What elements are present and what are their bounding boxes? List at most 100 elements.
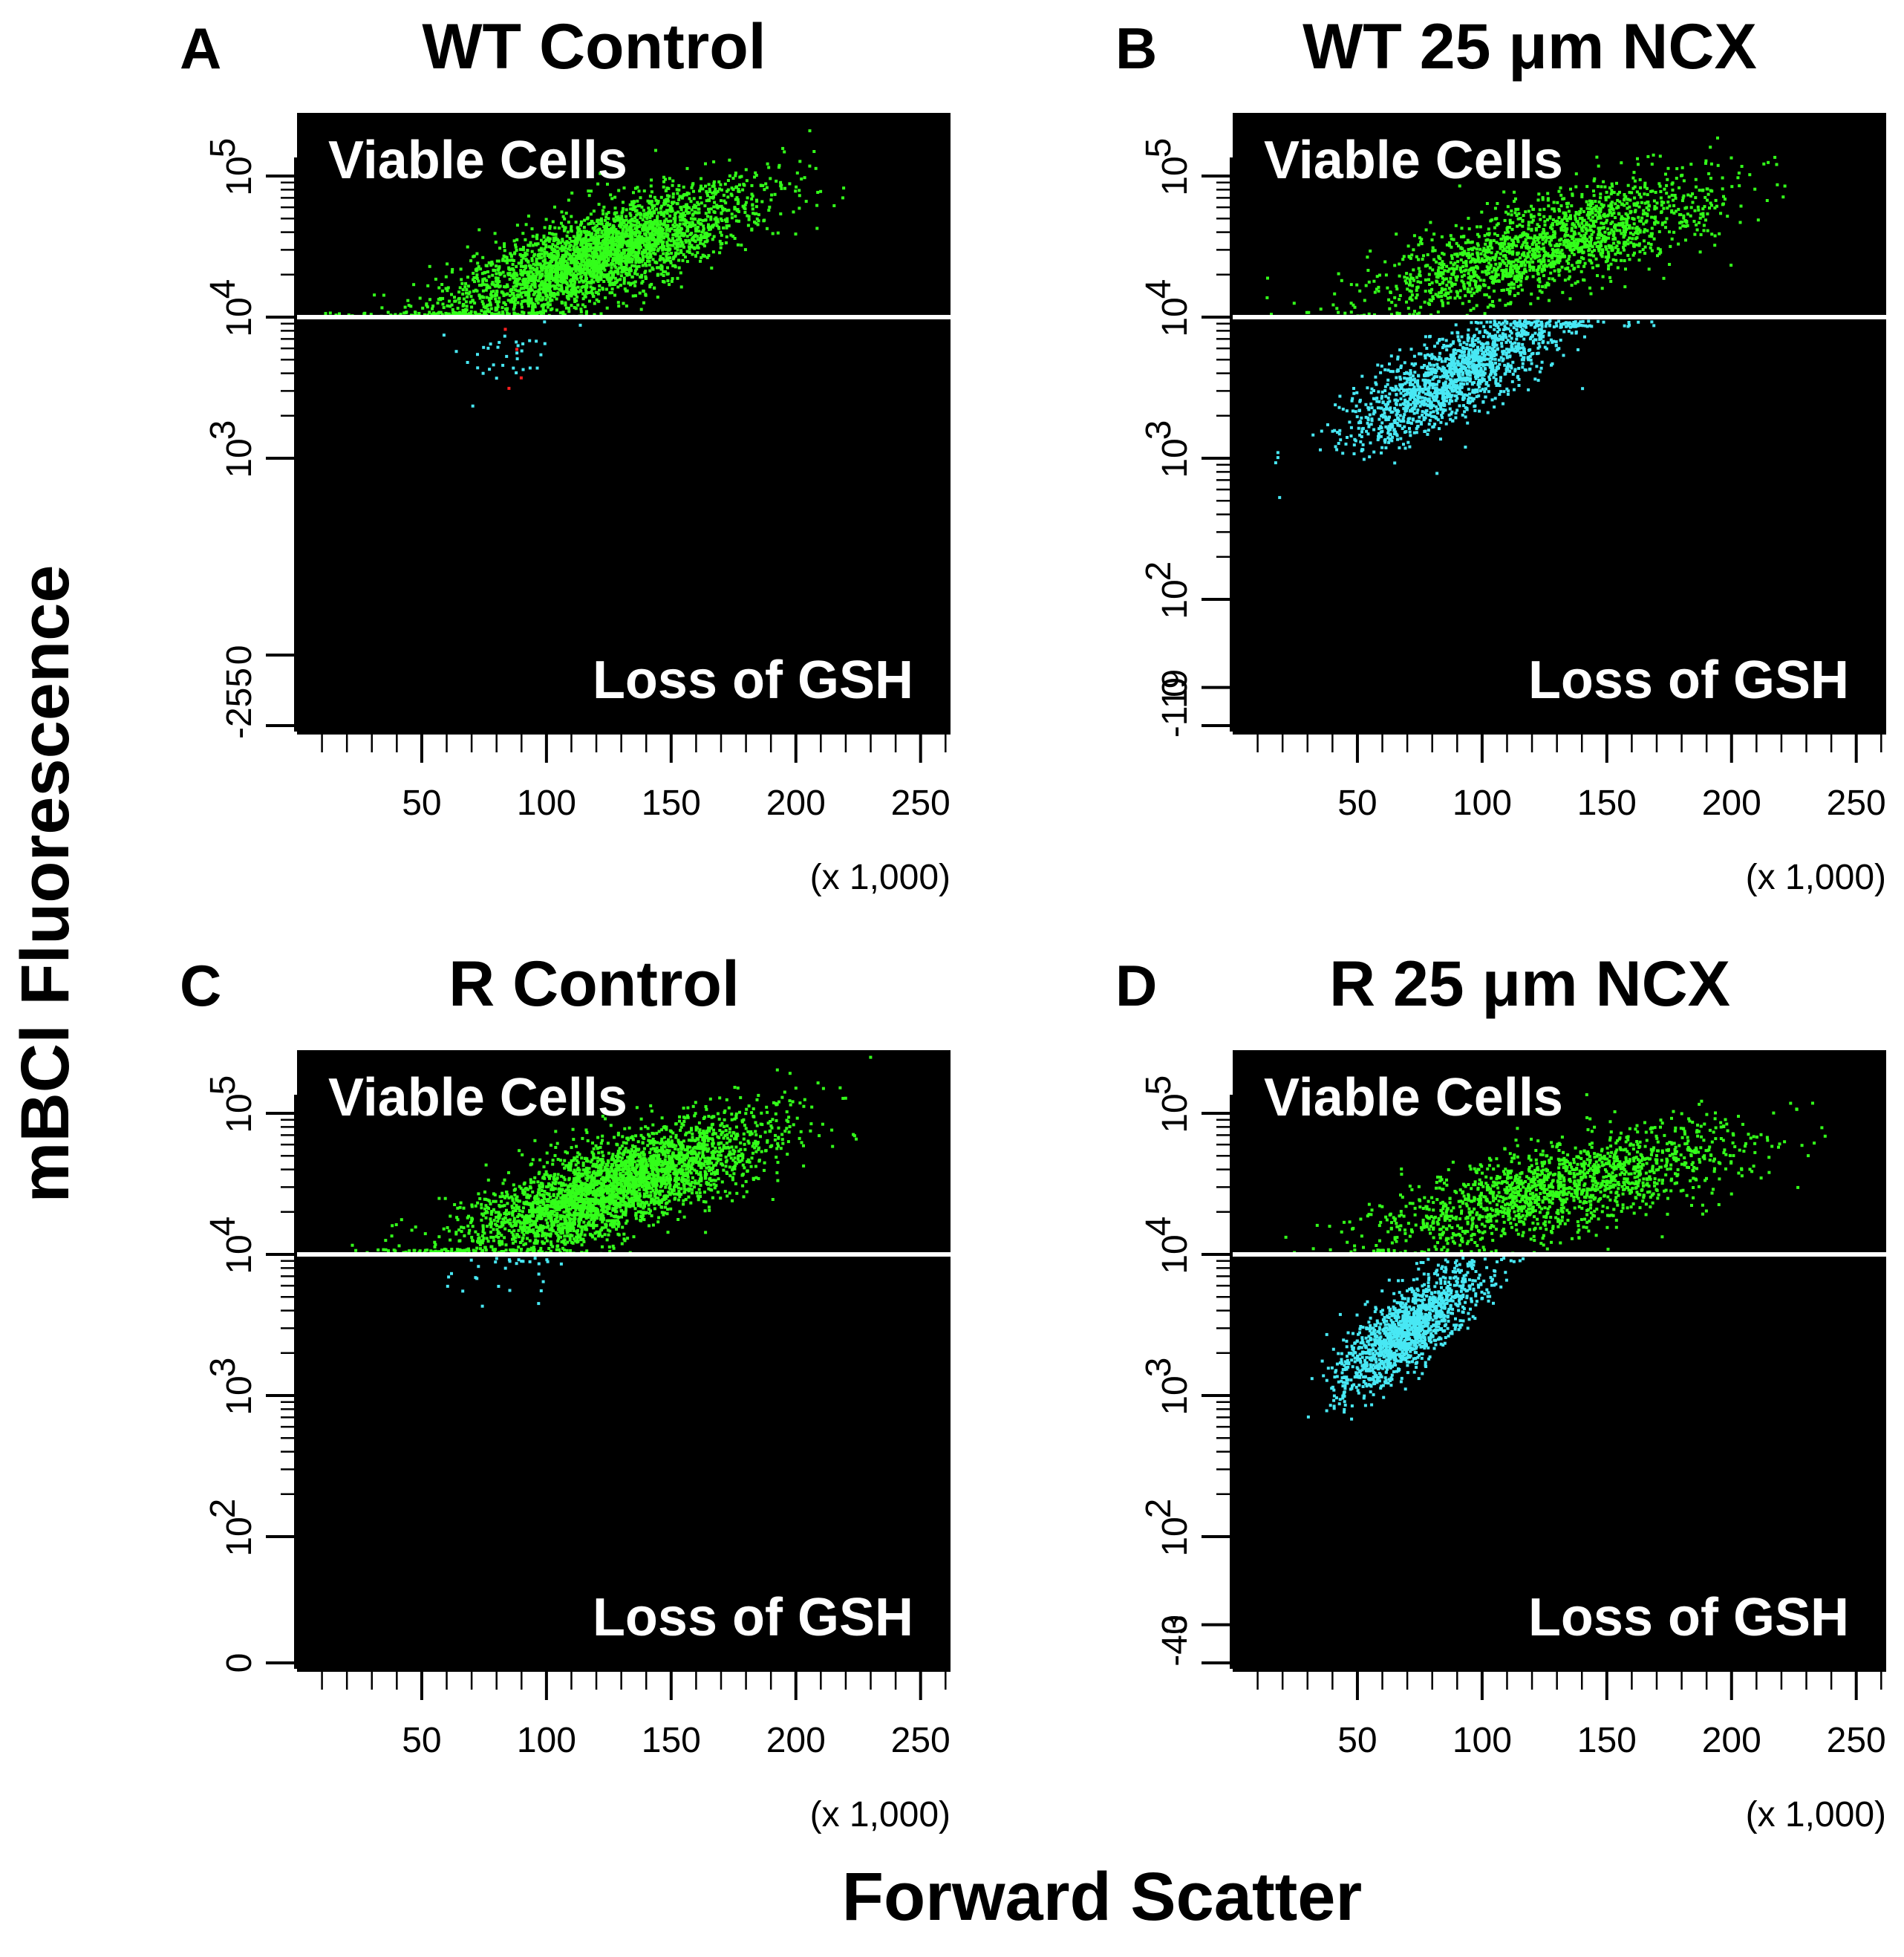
- viable-point-point: [1781, 195, 1784, 198]
- viable-point-point: [1441, 265, 1444, 268]
- viable-point-point: [1698, 189, 1701, 192]
- viable-point-point: [468, 312, 471, 315]
- viable-point-point: [1700, 212, 1703, 215]
- viable-point-point: [711, 197, 714, 200]
- y-tick-label: -255: [220, 668, 259, 739]
- viable-point-point: [1461, 227, 1464, 229]
- viable-point-point: [1656, 254, 1659, 257]
- viable-point-point: [707, 254, 710, 257]
- viable-point-point: [1468, 227, 1471, 230]
- viable-point-point: [1696, 229, 1699, 232]
- y-tick-label: 0: [220, 645, 259, 665]
- viable-point-point: [1601, 248, 1604, 251]
- viable-point-point: [1709, 146, 1712, 149]
- viable-point-point: [1704, 218, 1707, 221]
- viable-point-point: [757, 213, 760, 216]
- viable-point-point: [679, 215, 682, 218]
- viable-point-point: [737, 244, 740, 247]
- viable-point-point: [506, 272, 509, 275]
- viable-point-point: [1668, 230, 1671, 233]
- viable-point-point: [437, 298, 440, 301]
- viable-point-point: [654, 149, 657, 152]
- viable-point-point: [630, 282, 633, 285]
- viable-point-point: [723, 208, 726, 211]
- viable-point-point: [679, 271, 682, 274]
- viable-point-point: [1589, 259, 1592, 262]
- viable-point-point: [585, 310, 588, 313]
- viable-point-point: [559, 311, 562, 314]
- viable-point-point: [1475, 265, 1478, 268]
- viable-point-point: [1643, 252, 1646, 255]
- viable-point-point: [692, 190, 695, 193]
- viable-point-point: [763, 188, 766, 191]
- viable-point-point: [748, 215, 751, 218]
- viable-point-point: [1773, 156, 1776, 159]
- viable-point-point: [1599, 192, 1602, 195]
- viable-point-point: [601, 288, 604, 291]
- viable-point-point: [1568, 210, 1571, 213]
- viable-point-point: [521, 306, 524, 309]
- viable-point-point: [726, 235, 728, 238]
- viable-point-point: [469, 301, 472, 304]
- viable-point-point: [1741, 165, 1744, 168]
- viable-point-point: [755, 205, 758, 208]
- viable-point-point: [760, 184, 763, 187]
- viable-point-point: [605, 288, 608, 291]
- viable-point-point: [604, 215, 607, 218]
- viable-point-point: [1653, 238, 1656, 241]
- viable-point-point: [462, 304, 465, 307]
- viable-point-point: [604, 237, 607, 240]
- viable-point-point: [673, 242, 676, 245]
- viable-point-point: [567, 291, 570, 294]
- viable-point-point: [1644, 246, 1647, 249]
- viable-point-point: [642, 241, 645, 244]
- viable-point-point: [708, 211, 711, 214]
- viable-point-point: [708, 183, 711, 186]
- viable-point-point: [1519, 280, 1522, 283]
- viable-point-point: [779, 212, 782, 215]
- loss-point-point: [443, 333, 446, 336]
- viable-point-point: [1456, 260, 1459, 263]
- viable-point-point: [549, 281, 552, 284]
- viable-point-point: [670, 252, 673, 255]
- viable-point-point: [1600, 185, 1603, 188]
- viable-point-point: [1651, 227, 1654, 229]
- viable-point-point: [1506, 226, 1509, 229]
- viable-point-point: [1486, 202, 1489, 205]
- viable-point-point: [1561, 266, 1564, 269]
- viable-point-point: [573, 253, 576, 256]
- viable-point-point: [631, 238, 634, 241]
- viable-point-point: [1678, 221, 1681, 224]
- viable-point-point: [559, 267, 562, 270]
- viable-point-point: [1582, 265, 1585, 268]
- viable-point-point: [490, 307, 493, 310]
- viable-point-point: [519, 273, 522, 276]
- viable-point-point: [1596, 237, 1599, 240]
- viable-point-point: [686, 235, 689, 238]
- viable-point-point: [720, 189, 723, 192]
- viable-point-point: [633, 272, 636, 275]
- viable-point-point: [1651, 250, 1654, 253]
- viable-point-point: [752, 207, 754, 210]
- viable-point-point: [521, 287, 524, 290]
- viable-point-point: [693, 197, 696, 200]
- viable-point-point: [544, 258, 547, 261]
- viable-point-point: [1426, 264, 1429, 267]
- viable-point-point: [788, 182, 791, 185]
- viable-point-point: [1694, 196, 1697, 199]
- viable-point-point: [525, 258, 528, 261]
- viable-point-point: [1556, 251, 1559, 254]
- viable-point-point: [1542, 215, 1545, 218]
- viable-point-point: [1562, 222, 1565, 225]
- viable-point-point: [755, 200, 758, 203]
- loss-point-point: [529, 367, 532, 370]
- viable-point-point: [1503, 262, 1506, 265]
- viable-point-point: [1460, 258, 1463, 261]
- loss-point-point: [486, 347, 489, 350]
- viable-point-point: [668, 177, 671, 180]
- viable-point-point: [660, 231, 663, 234]
- viable-point-point: [1593, 194, 1596, 197]
- viable-point-point: [664, 202, 667, 205]
- viable-point-point: [586, 285, 589, 288]
- viable-point-point: [1660, 210, 1663, 213]
